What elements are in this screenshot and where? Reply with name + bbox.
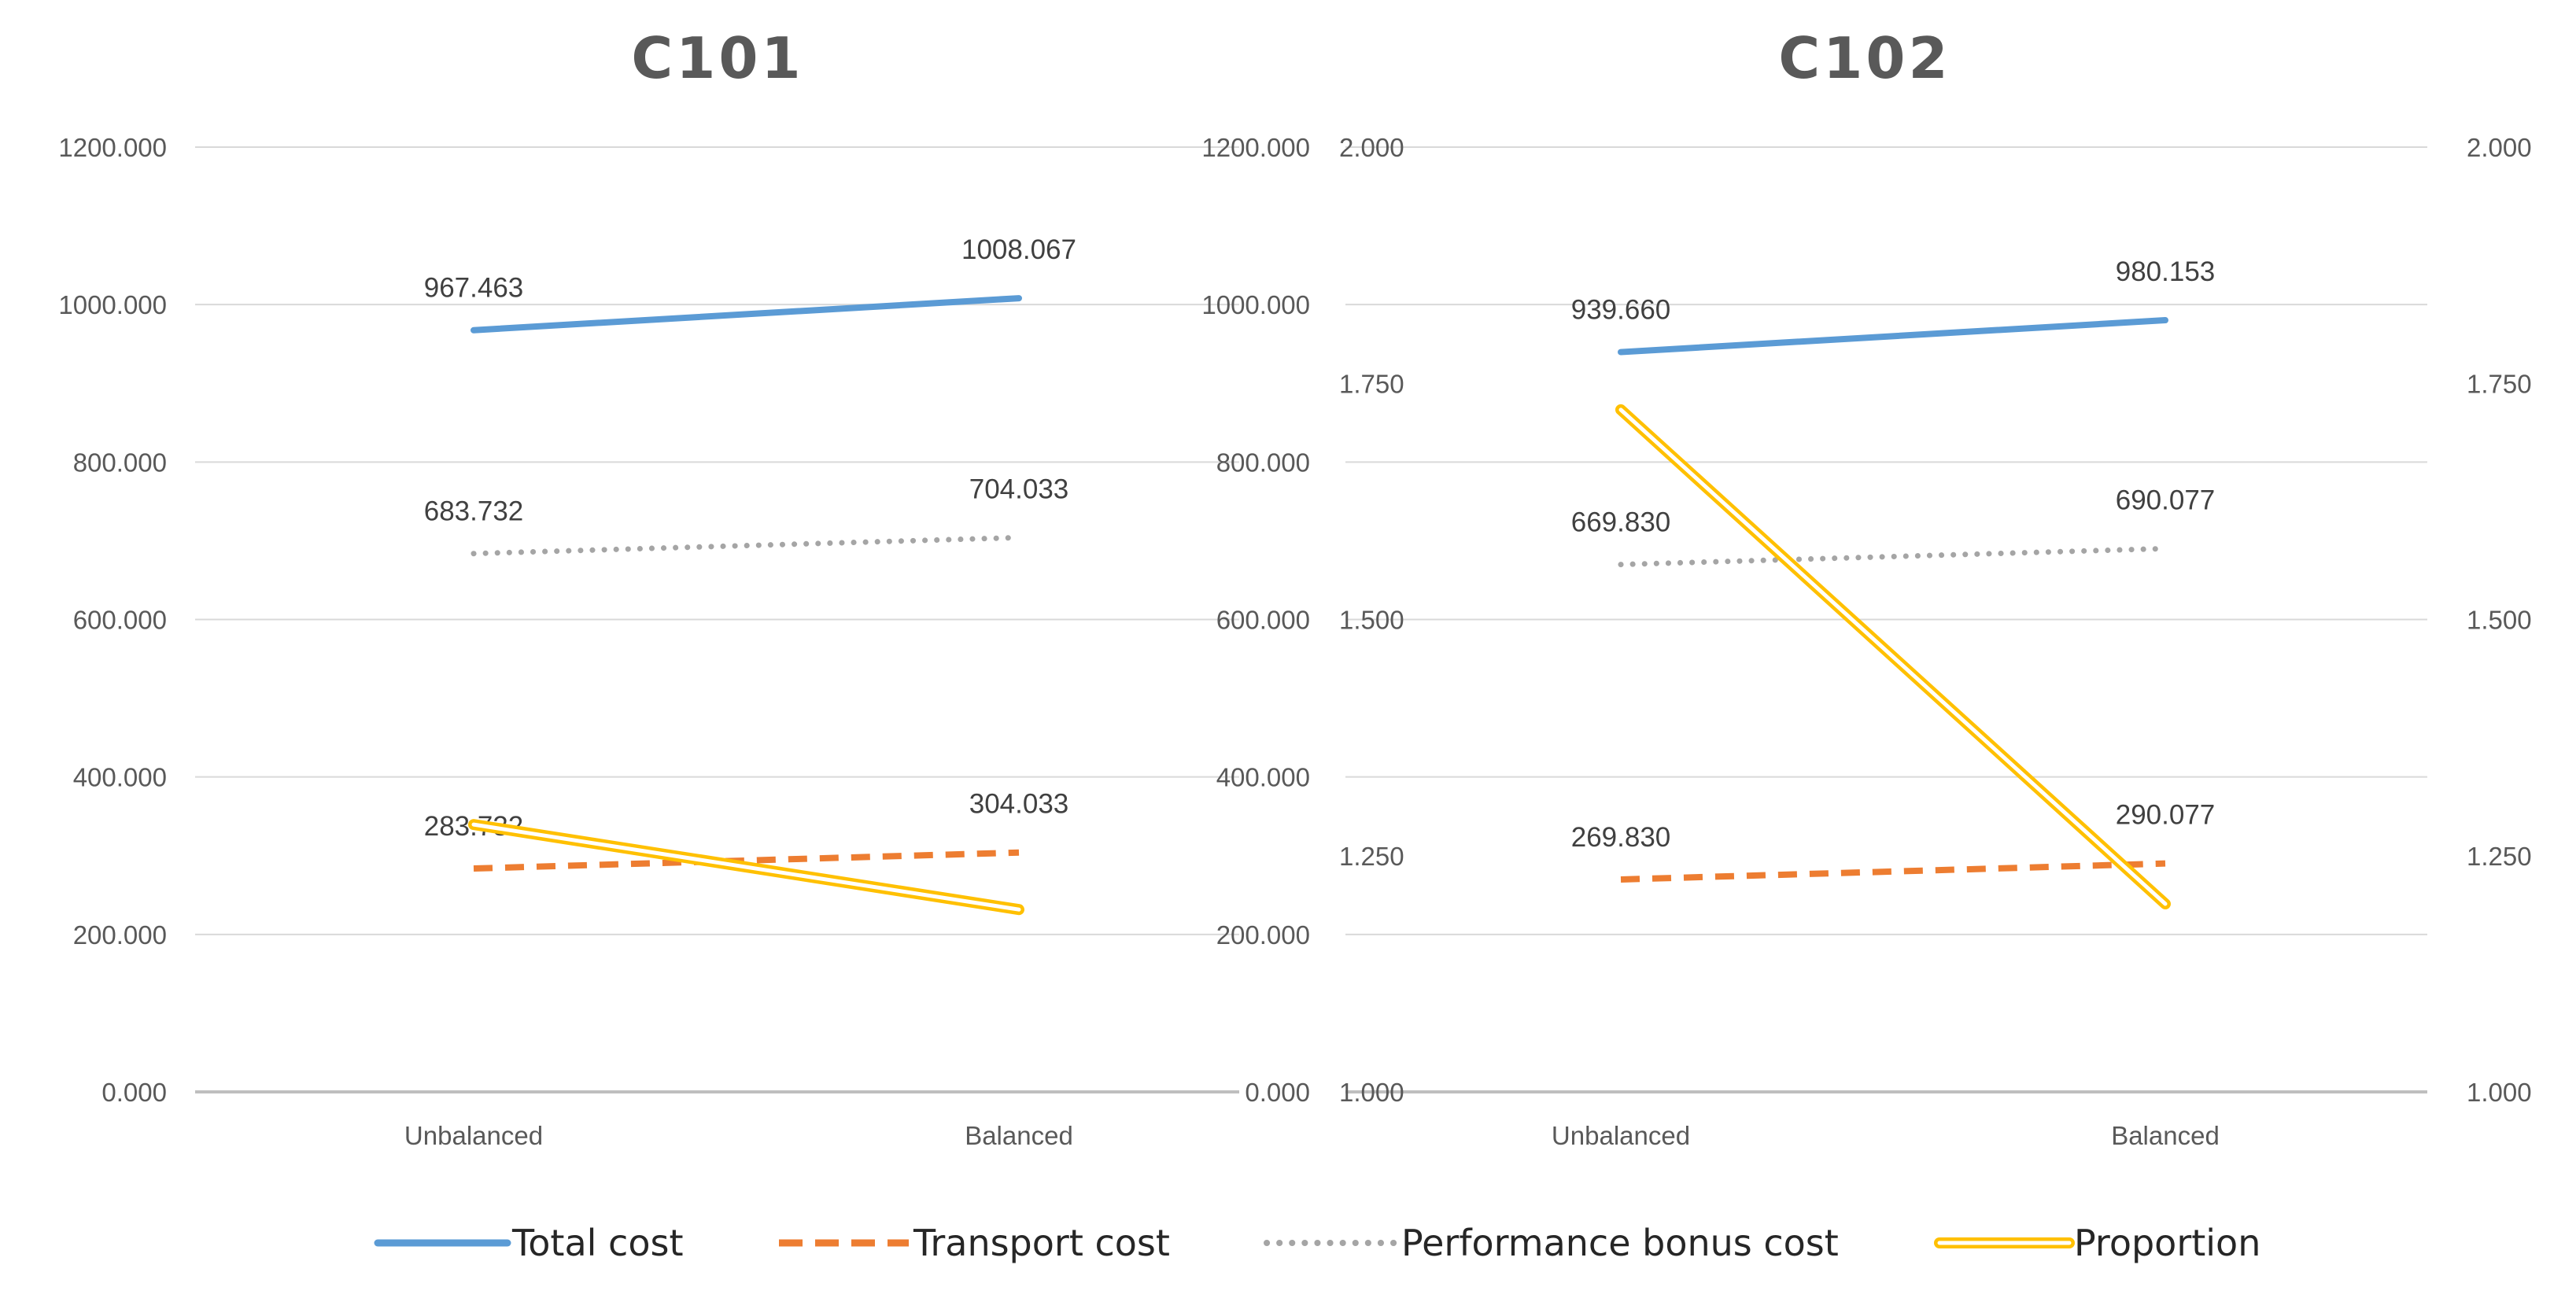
data-label: 939.660 xyxy=(1571,295,1671,326)
legend-label: Proportion xyxy=(2074,1222,2260,1264)
series-line-transport-cost xyxy=(1620,860,2166,883)
legend-item-total-cost: Total cost xyxy=(374,1222,684,1264)
data-label: 690.077 xyxy=(2116,485,2216,515)
data-label: 980.153 xyxy=(2116,256,2216,287)
series-line-performance-bonus-cost xyxy=(1618,545,2168,568)
y-axis-tick-label: 400.000 xyxy=(73,763,167,792)
x-axis-category-label: Unbalanced xyxy=(404,1121,543,1150)
data-label: 269.830 xyxy=(1571,822,1671,853)
data-label: 1008.067 xyxy=(961,234,1076,265)
y-axis-tick-label: 1000.000 xyxy=(58,290,167,319)
data-label: 290.077 xyxy=(2116,800,2216,831)
x-axis-category-label: Unbalanced xyxy=(1552,1121,1690,1150)
y-axis-tick-label: 0.000 xyxy=(1245,1078,1310,1107)
data-label: 683.732 xyxy=(424,496,524,527)
series-line-total-cost xyxy=(471,295,1022,334)
legend-item-performance-bonus-cost: Performance bonus cost xyxy=(1264,1222,1839,1264)
charts-layer: C101 0.000 200.000 400.000 600.000 800.000 100… xyxy=(58,25,2531,1150)
secondary-axis-tick-label: 1.250 xyxy=(2467,842,2532,871)
legend: Total cost Transport cost Performance bonu… xyxy=(374,1222,2260,1264)
chart-c101: C101 0.000 200.000 400.000 600.000 800.000 100… xyxy=(58,25,1239,1150)
legend-label: Transport cost xyxy=(913,1222,1170,1264)
series-line-proportion-inner xyxy=(1618,407,2168,906)
legend-item-proportion: Proportion xyxy=(1934,1222,2260,1264)
chart-title: C101 xyxy=(631,25,803,91)
y-axis-tick-label: 1000.000 xyxy=(1201,290,1310,319)
y-axis-tick-label: 0.000 xyxy=(101,1078,167,1107)
y-axis-tick-label: 600.000 xyxy=(73,606,167,635)
secondary-axis-tick-label: 1.750 xyxy=(2467,369,2532,398)
data-label: 704.033 xyxy=(969,474,1069,504)
y-axis-tick-label: 200.000 xyxy=(73,920,167,950)
secondary-axis-tick-label: 1.000 xyxy=(1339,1078,1404,1107)
y-axis-tick-label: 800.000 xyxy=(1216,448,1310,477)
y-axis-tick-label: 600.000 xyxy=(1216,606,1310,635)
series-line-transport-cost xyxy=(473,849,1020,872)
x-axis-category-label: Balanced xyxy=(2111,1121,2220,1150)
secondary-axis-tick-label: 1.500 xyxy=(1339,606,1404,635)
data-label: 669.830 xyxy=(1571,507,1671,538)
series-line-total-cost xyxy=(1618,317,2168,356)
data-label: 304.033 xyxy=(969,789,1069,820)
y-axis-tick-label: 800.000 xyxy=(73,448,167,477)
y-axis-tick-label: 1200.000 xyxy=(1201,133,1310,162)
y-axis-tick-label: 1200.000 xyxy=(58,133,167,162)
legend-label: Total cost xyxy=(511,1222,684,1264)
chart-c102: C102 0.000 200.000 400.000 600.000 800.000 100… xyxy=(1201,25,2531,1150)
secondary-axis-tick-label: 1.000 xyxy=(2467,1078,2532,1107)
secondary-axis-tick-label: 2.000 xyxy=(1339,133,1404,162)
x-axis-category-label: Balanced xyxy=(965,1121,1073,1150)
chart-title: C102 xyxy=(1778,25,1950,91)
data-label: 967.463 xyxy=(424,273,524,304)
legend-item-transport-cost: Transport cost xyxy=(779,1222,1170,1264)
series-line-proportion-inner xyxy=(471,822,1021,912)
y-axis-tick-label: 400.000 xyxy=(1216,763,1310,792)
y-axis-tick-label: 200.000 xyxy=(1216,920,1310,950)
secondary-axis-tick-label: 1.750 xyxy=(1339,369,1404,398)
secondary-axis-tick-label: 2.000 xyxy=(2467,133,2532,162)
legend-label: Performance bonus cost xyxy=(1401,1222,1839,1264)
secondary-axis-tick-label: 1.250 xyxy=(1339,842,1404,871)
secondary-axis-tick-label: 1.500 xyxy=(2467,606,2532,635)
series-line-performance-bonus-cost xyxy=(471,534,1022,557)
